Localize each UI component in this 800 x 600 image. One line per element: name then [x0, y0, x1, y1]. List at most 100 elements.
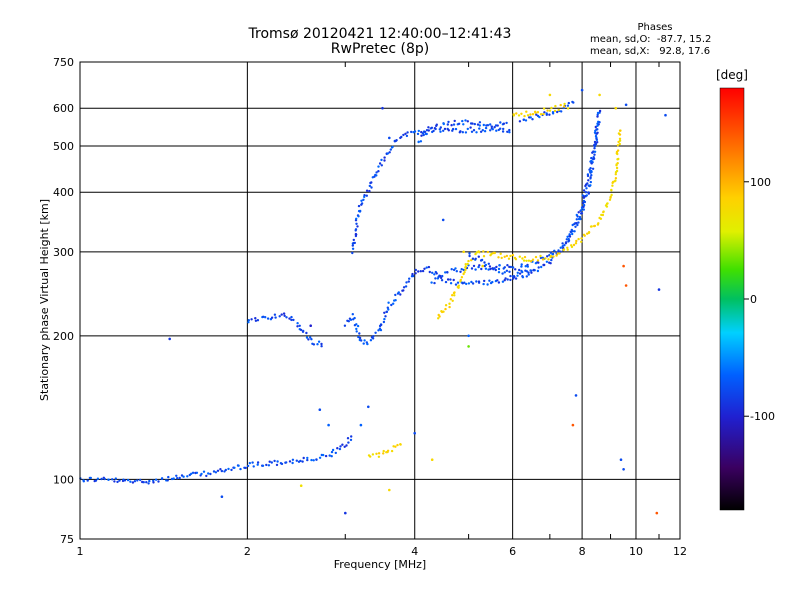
colorbar-tick-label: 0	[750, 293, 757, 306]
echo-point	[375, 171, 378, 174]
echo-point	[495, 129, 498, 132]
echo-point	[394, 445, 397, 448]
echo-point	[469, 126, 472, 129]
echo-point	[585, 187, 588, 190]
echo-point	[475, 131, 478, 134]
echo-point	[508, 270, 511, 273]
echo-point	[355, 217, 358, 220]
echo-point	[233, 466, 236, 469]
echo-point	[508, 131, 511, 134]
echo-point	[590, 156, 593, 160]
echo-point	[518, 268, 521, 272]
echo-point	[207, 472, 210, 475]
echo-point	[504, 277, 507, 280]
echo-point	[567, 239, 571, 242]
echo-point	[502, 127, 505, 131]
echo-point	[572, 101, 575, 104]
echo-point	[575, 213, 578, 217]
echo-point	[462, 123, 465, 126]
echo-point	[186, 475, 189, 478]
echo-point	[439, 126, 442, 129]
echo-point	[452, 278, 455, 282]
echo-point	[474, 252, 477, 256]
echo-point	[498, 264, 501, 267]
echo-point	[351, 251, 354, 255]
echo-point	[371, 453, 375, 456]
echo-point	[497, 267, 501, 271]
echo-point	[594, 129, 597, 132]
echo-point	[573, 230, 576, 233]
echo-point	[505, 254, 509, 258]
echo-point	[593, 224, 597, 228]
echo-point	[575, 222, 578, 225]
echo-point	[382, 452, 385, 455]
echo-point	[539, 113, 543, 116]
echo-point	[280, 462, 284, 466]
echo-point	[157, 480, 160, 483]
echo-point	[521, 257, 524, 260]
echo-point	[358, 210, 362, 213]
echo-point	[377, 329, 380, 332]
echo-point	[617, 157, 620, 161]
echo-point	[522, 259, 526, 262]
echo-point	[538, 115, 541, 119]
echo-point	[438, 315, 441, 318]
echo-point	[381, 106, 384, 110]
echo-point	[351, 313, 354, 316]
echo-point	[481, 129, 484, 132]
echo-point	[254, 317, 257, 320]
echo-point	[396, 443, 399, 447]
echo-point	[472, 129, 476, 132]
echo-point	[355, 222, 358, 225]
echo-point	[518, 255, 521, 258]
echo-point	[506, 278, 509, 281]
echo-point	[461, 119, 464, 123]
echo-point	[466, 262, 469, 266]
x-tick-label: 2	[244, 545, 251, 558]
echo-point	[503, 279, 506, 282]
echo-point	[478, 127, 481, 130]
echo-point	[580, 237, 583, 240]
echo-point	[219, 468, 222, 471]
echo-point	[470, 259, 473, 262]
echo-point	[466, 127, 469, 131]
echo-point	[525, 110, 528, 113]
echo-point	[301, 460, 304, 463]
echo-point	[453, 294, 456, 297]
echo-point	[89, 476, 93, 480]
x-tick-label: 12	[673, 545, 687, 558]
echo-point	[331, 448, 335, 452]
echo-point	[299, 484, 303, 488]
echo-point	[590, 225, 593, 228]
echo-point	[375, 174, 378, 177]
echo-point	[252, 465, 255, 468]
echo-point	[425, 266, 428, 269]
echo-point	[450, 268, 453, 271]
echo-point	[354, 233, 358, 236]
echo-point	[168, 337, 171, 341]
echo-point	[532, 269, 535, 272]
echo-point	[285, 316, 288, 319]
echo-point	[299, 459, 302, 463]
echo-point	[484, 263, 488, 267]
echo-point	[562, 248, 566, 251]
echo-point	[442, 310, 445, 313]
echo-point	[596, 141, 599, 144]
echo-point	[129, 480, 132, 483]
echo-point	[554, 104, 557, 108]
echo-point	[405, 134, 409, 138]
echo-point	[352, 241, 355, 245]
echo-point	[570, 245, 574, 249]
echo-trace	[343, 109, 602, 346]
echo-point	[345, 444, 348, 447]
echo-point	[427, 265, 431, 269]
echo-point	[380, 158, 383, 162]
echo-point	[527, 259, 531, 262]
echo-point	[622, 468, 625, 471]
echo-point	[529, 113, 532, 116]
echo-point	[575, 239, 578, 243]
echo-point	[178, 476, 181, 480]
echo-point	[509, 274, 512, 278]
echo-point	[488, 265, 492, 268]
echo-point	[589, 180, 592, 184]
